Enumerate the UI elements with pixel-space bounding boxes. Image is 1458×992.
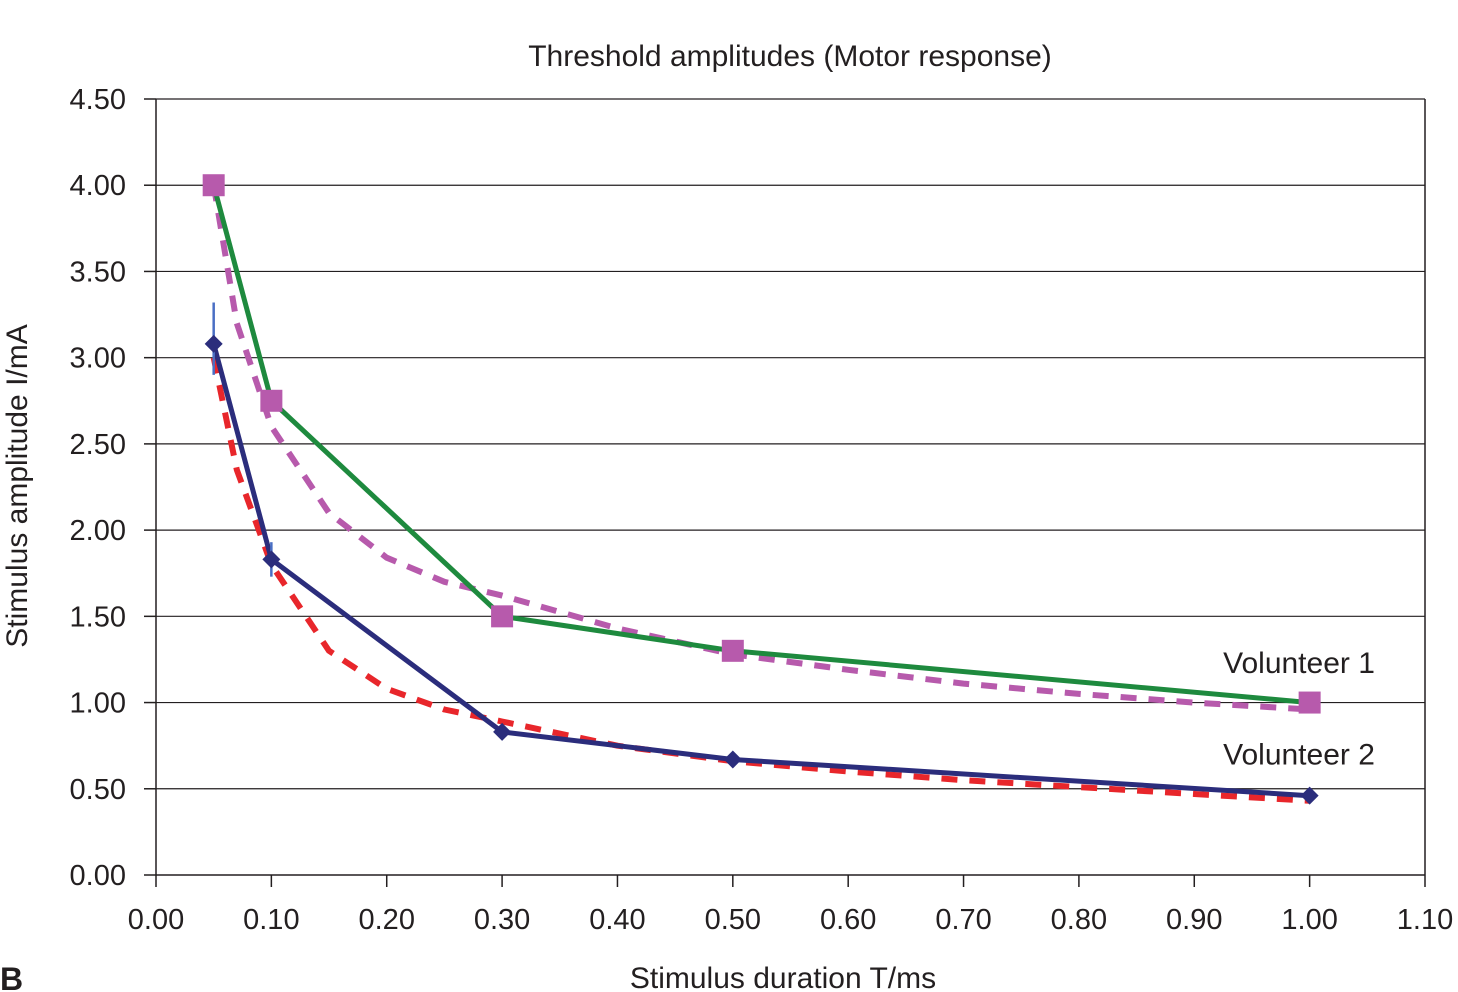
x-tick-label: 0.70: [935, 904, 991, 936]
y-tick-label: 4.50: [70, 84, 126, 116]
y-tick-label: 1.50: [70, 601, 126, 633]
x-axis-label: Stimulus duration T/ms: [630, 962, 936, 992]
data-point-diamond: [204, 334, 223, 353]
y-tick-labels: 0.00 0.50 1.00 1.50 2.00 2.50 3.00 3.50 4.00 4.50: [70, 84, 126, 892]
x-tick-label: 1.10: [1397, 904, 1453, 936]
x-tick-label: 0.80: [1051, 904, 1107, 936]
data-point-diamond: [262, 550, 281, 569]
x-tick-label: 0.20: [359, 904, 415, 936]
data-point-square: [202, 174, 225, 197]
y-tick-label: 0.00: [70, 860, 126, 892]
y-tick-label: 2.00: [70, 515, 126, 547]
data-point-square: [721, 639, 744, 662]
data-point-square: [260, 389, 283, 412]
y-tick-label: 2.50: [70, 429, 126, 461]
y-tick-label: 3.00: [70, 343, 126, 375]
x-tick-label: 0.50: [705, 904, 761, 936]
x-tick-label: 0.60: [820, 904, 876, 936]
x-tick-label: 0.10: [243, 904, 299, 936]
data-point-diamond: [1300, 786, 1319, 805]
fit-curve-line: [210, 357, 1310, 804]
data-point-diamond: [493, 722, 512, 741]
series-annotation: Volunteer 1: [1223, 647, 1375, 680]
chart-title: Threshold amplitudes (Motor response): [528, 40, 1052, 73]
data-point-diamond: [723, 750, 742, 769]
y-tick-label: 1.00: [70, 688, 126, 720]
axes: [144, 98, 1426, 887]
gridlines: [156, 98, 1425, 790]
x-tick-label: 0.40: [589, 904, 645, 936]
series-annotation: Volunteer 2: [1223, 739, 1375, 772]
series-line: [211, 343, 1310, 799]
x-tick-label: 0.90: [1166, 904, 1222, 936]
x-tick-label: 0.30: [474, 904, 530, 936]
x-tick-label: 1.00: [1281, 904, 1337, 936]
y-tick-label: 4.00: [70, 170, 126, 202]
x-tick-label: 0.00: [128, 904, 184, 936]
y-tick-label: 0.50: [70, 774, 126, 806]
y-tick-label: 3.50: [70, 256, 126, 288]
panel-label: B: [0, 961, 23, 992]
series: [202, 174, 1321, 805]
x-tick-labels: 0.00 0.10 0.20 0.30 0.40 0.50 0.60 0.70 0.80 0.90…: [128, 904, 1453, 936]
data-point-square: [491, 605, 514, 628]
annotations: Volunteer 1 Volunteer 2: [1223, 647, 1375, 771]
fit-curve-line: [210, 184, 1310, 713]
y-axis-label: Stimulus amplitude I/mA: [1, 324, 34, 647]
data-point-square: [1298, 691, 1321, 714]
